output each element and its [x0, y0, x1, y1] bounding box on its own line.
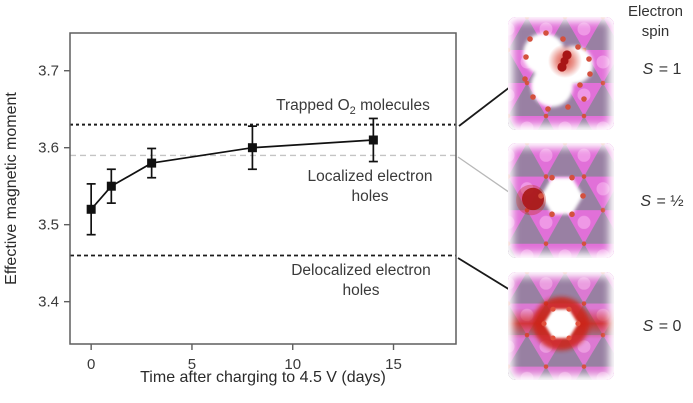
- structure-image-trapped-o2: [508, 17, 614, 130]
- data-point-marker: [147, 158, 157, 168]
- x-tick-label: 5: [188, 356, 196, 373]
- data-point-marker: [368, 135, 378, 145]
- y-tick-label: 3.7: [38, 63, 59, 80]
- annotation-localized-holes: Localized electron holes: [307, 168, 433, 206]
- x-tick-label: 15: [385, 356, 402, 373]
- annotation-trapped-o2: Trapped O2 molecules: [253, 96, 453, 119]
- plot-frame: [69, 32, 457, 345]
- electron-spin-heading: Electron spin: [627, 3, 684, 40]
- annotation-trapped-post: molecules: [355, 97, 430, 114]
- spin-label-s0: S = 0: [632, 318, 692, 336]
- y-tick-label: 3.5: [38, 217, 59, 234]
- y-tick-label: 3.4: [38, 294, 59, 311]
- x-tick-label: 10: [284, 356, 301, 373]
- x-axis-label: Time after charging to 4.5 V (days): [140, 369, 386, 386]
- annotation-trapped-pre: Trapped O: [276, 97, 350, 114]
- data-point-marker: [86, 204, 96, 214]
- data-point-marker: [106, 181, 116, 191]
- spin-label-s1: S = 1: [632, 61, 692, 79]
- spin-value: = ½: [656, 193, 684, 210]
- annotation-trapped-sub: 2: [349, 105, 356, 118]
- x-tick-label: 0: [87, 356, 95, 373]
- spin-symbol: S: [640, 193, 652, 210]
- structure-image-delocalized-holes: [508, 272, 614, 380]
- spin-symbol: S: [642, 61, 654, 78]
- spin-label-s-half: S = ½: [632, 193, 692, 211]
- annotation-delocalized-holes: Delocalized electron holes: [291, 262, 431, 300]
- spin-value: = 1: [658, 61, 682, 78]
- y-axis-label: Effective magnetic moment: [3, 92, 20, 285]
- spin-value: = 0: [658, 318, 682, 335]
- crystal-lattice-s-half-icon: [508, 143, 614, 258]
- structure-image-localized-hole: [508, 143, 614, 258]
- connector-localized-to-s-half: [457, 156, 517, 198]
- crystal-lattice-s0-icon: [508, 272, 614, 380]
- crystal-lattice-s1-icon: [508, 17, 614, 130]
- data-point-marker: [247, 143, 257, 153]
- connector-trapped-to-s1: [458, 86, 511, 127]
- y-tick-label: 3.6: [38, 140, 59, 157]
- spin-symbol: S: [642, 318, 654, 335]
